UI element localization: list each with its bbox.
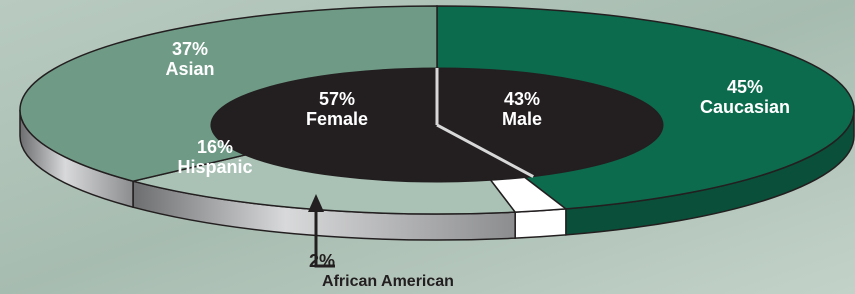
chart: 45%Caucasian 2% African American 16%Hispani…: [0, 0, 855, 294]
category-label: Female: [306, 109, 368, 129]
category-label: Asian: [165, 59, 214, 79]
value-label: 57%: [319, 89, 355, 109]
value-label: 45%: [727, 77, 763, 97]
value-label: 2%: [309, 251, 335, 271]
value-label: 43%: [504, 89, 540, 109]
category-label: Hispanic: [177, 157, 252, 177]
pie-side: [515, 209, 566, 238]
value-label: 16%: [197, 137, 233, 157]
value-label: 37%: [172, 39, 208, 59]
category-label: African American: [322, 273, 454, 290]
category-label: Caucasian: [700, 97, 790, 117]
category-label: Male: [502, 109, 542, 129]
